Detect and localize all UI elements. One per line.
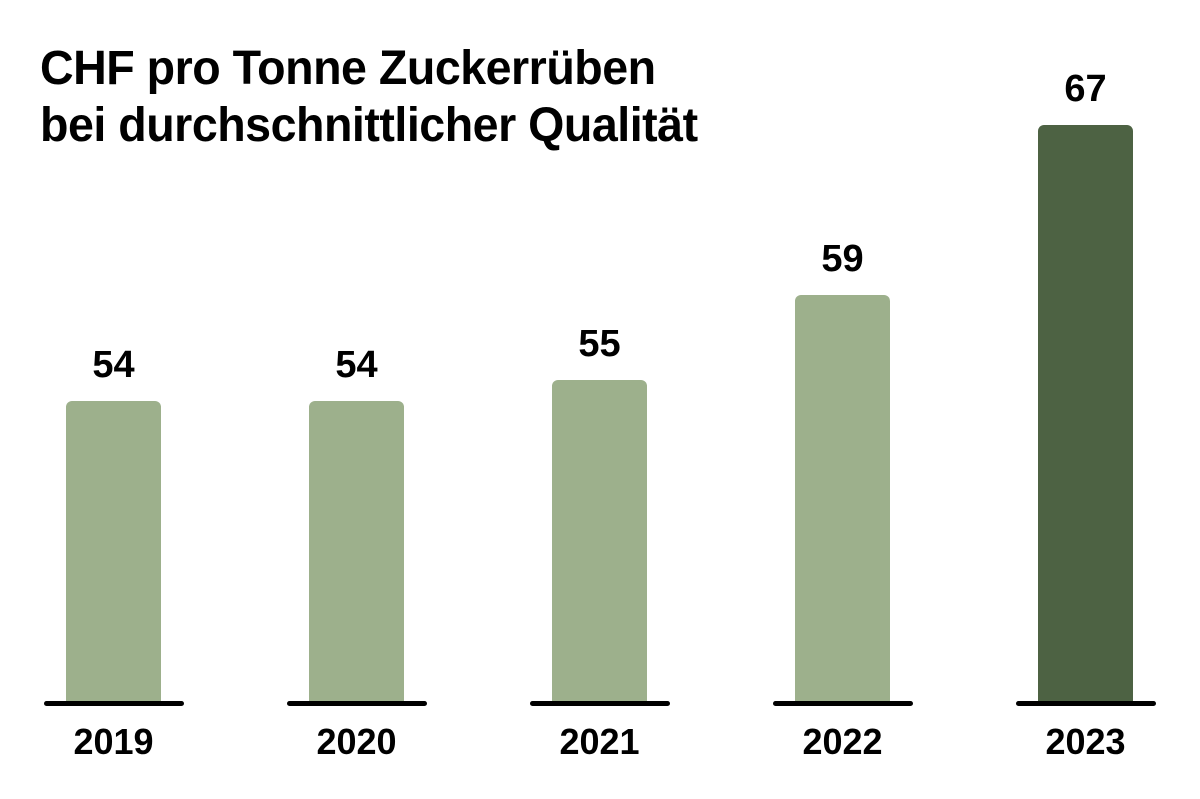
bar-value-label-2023: 67 xyxy=(1064,67,1107,110)
bar-2020 xyxy=(309,401,404,703)
x-axis-baseline-2021 xyxy=(529,700,670,706)
bar-value-label-2020: 54 xyxy=(335,344,378,387)
bar-2023 xyxy=(1038,124,1133,703)
x-axis-baseline-2022 xyxy=(772,700,913,706)
x-axis-label-2021: 2021 xyxy=(559,721,640,762)
x-axis-baseline-2020 xyxy=(286,700,427,706)
x-axis-baseline-2023 xyxy=(1015,700,1156,706)
bar-value-label-2019: 54 xyxy=(92,344,135,387)
bar-value-label-2021: 55 xyxy=(578,322,621,365)
chart-title-line-1: CHF pro Tonne Zuckerrüben xyxy=(40,42,656,95)
chart-title-line-2: bei durchschnittlicher Qualität xyxy=(40,99,698,152)
chart-title: CHF pro Tonne Zuckerrüben bei durchschni… xyxy=(40,40,698,154)
x-axis-label-2019: 2019 xyxy=(73,721,154,762)
bar-2021 xyxy=(552,379,647,703)
bar-2022 xyxy=(795,294,890,703)
x-axis-label-2020: 2020 xyxy=(316,721,397,762)
bar-2019 xyxy=(66,401,161,703)
x-axis-baseline-2019 xyxy=(43,700,184,706)
x-axis-label-2022: 2022 xyxy=(802,721,883,762)
bar-value-label-2022: 59 xyxy=(821,237,864,280)
x-axis-label-2023: 2023 xyxy=(1045,721,1126,762)
